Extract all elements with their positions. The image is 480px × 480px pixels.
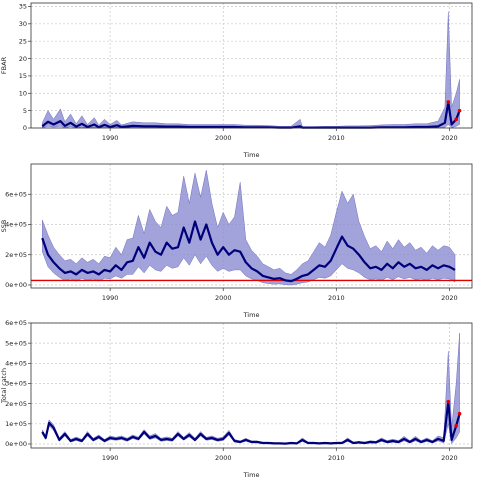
fbar-y-axis-label: FBAR: [0, 56, 8, 74]
ssb-y-tick-label: 6e+05: [5, 190, 27, 198]
fbar-x-tick-label: 2020: [441, 134, 458, 142]
ssb-y-tick-label: 0e+00: [5, 281, 27, 289]
catch-red-point: [454, 424, 458, 428]
fbar-frame: [30, 2, 473, 129]
catch-frame: [30, 322, 473, 449]
catch-x-tick-label: 2020: [441, 454, 458, 462]
ssb-x-tick-label: 1990: [102, 294, 119, 302]
ssb-x-tick-label: 2020: [441, 294, 458, 302]
catch-y-tick-label: 4e+05: [5, 360, 27, 368]
catch-uncertainty-band: [42, 333, 460, 445]
ssb-x-axis-label: Time: [243, 311, 260, 319]
ssb-median-line: [41, 220, 456, 283]
fbar-y-tick-label: 15: [19, 72, 27, 80]
fbar-y-tick-label: 25: [19, 37, 27, 45]
catch-panel: 1990 2000 2010 2020 0e+00 1e+05 2e+05 3e+05 4e+0…: [0, 319, 473, 479]
fbar-x-axis-label: Time: [243, 151, 260, 159]
catch-x-tick-label: 2000: [215, 454, 232, 462]
fbar-y-tick-label: 5: [23, 107, 27, 115]
fbar-y-tick-label: 10: [19, 89, 27, 97]
catch-x-tick-label: 2010: [328, 454, 345, 462]
fbar-y-tick-label: 0: [23, 124, 27, 132]
fbar-y-tick-label: 20: [19, 55, 27, 63]
fbar-red-point: [446, 100, 451, 104]
catch-y-tick-label: 2e+05: [5, 400, 27, 408]
catch-y-tick-label: 1e+05: [5, 420, 27, 428]
fbar-x-tick-label: 2000: [215, 134, 232, 142]
fbar-red-point: [457, 108, 462, 113]
catch-median-line: [41, 400, 461, 445]
ssb-y-tick-label: 2e+05: [5, 251, 27, 259]
fbar-x-tick-label: 2010: [328, 134, 345, 142]
catch-y-tick-label: 5e+05: [5, 339, 27, 347]
catch-y-tick-label: 0e+00: [5, 440, 27, 448]
catch-y-tick-label: 6e+05: [5, 319, 27, 327]
catch-y-tick-label: 3e+05: [5, 380, 27, 388]
ssb-panel: 1990 2000 2010 2020 0e+00 2e+05 4e+05 6e+05 Time…: [0, 163, 473, 319]
fbar-median-line: [41, 100, 461, 129]
ssb-frame: [30, 163, 473, 289]
ssb-x-tick-label: 2010: [328, 294, 345, 302]
ssb-y-axis-label: SSB: [0, 220, 8, 233]
catch-y-axis-label: Total catch: [0, 368, 8, 404]
fbar-y-tick-label: 30: [19, 20, 27, 28]
catch-x-axis-label: Time: [243, 471, 260, 479]
catch-x-tick-label: 1990: [102, 454, 119, 462]
fbar-y-tick-label: 35: [19, 3, 27, 11]
fbar-x-tick-label: 1990: [102, 134, 119, 142]
catch-red-point: [446, 399, 451, 404]
fbar-red-point: [454, 117, 458, 122]
ssb-x-tick-label: 2000: [215, 294, 232, 302]
fbar-panel: 1990 2000 2010 2020 0 5 10 15 20 25 30 35 Time FBAR: [0, 2, 473, 159]
catch-red-point: [457, 411, 462, 416]
ssb-y-tick-label: 4e+05: [5, 221, 27, 229]
